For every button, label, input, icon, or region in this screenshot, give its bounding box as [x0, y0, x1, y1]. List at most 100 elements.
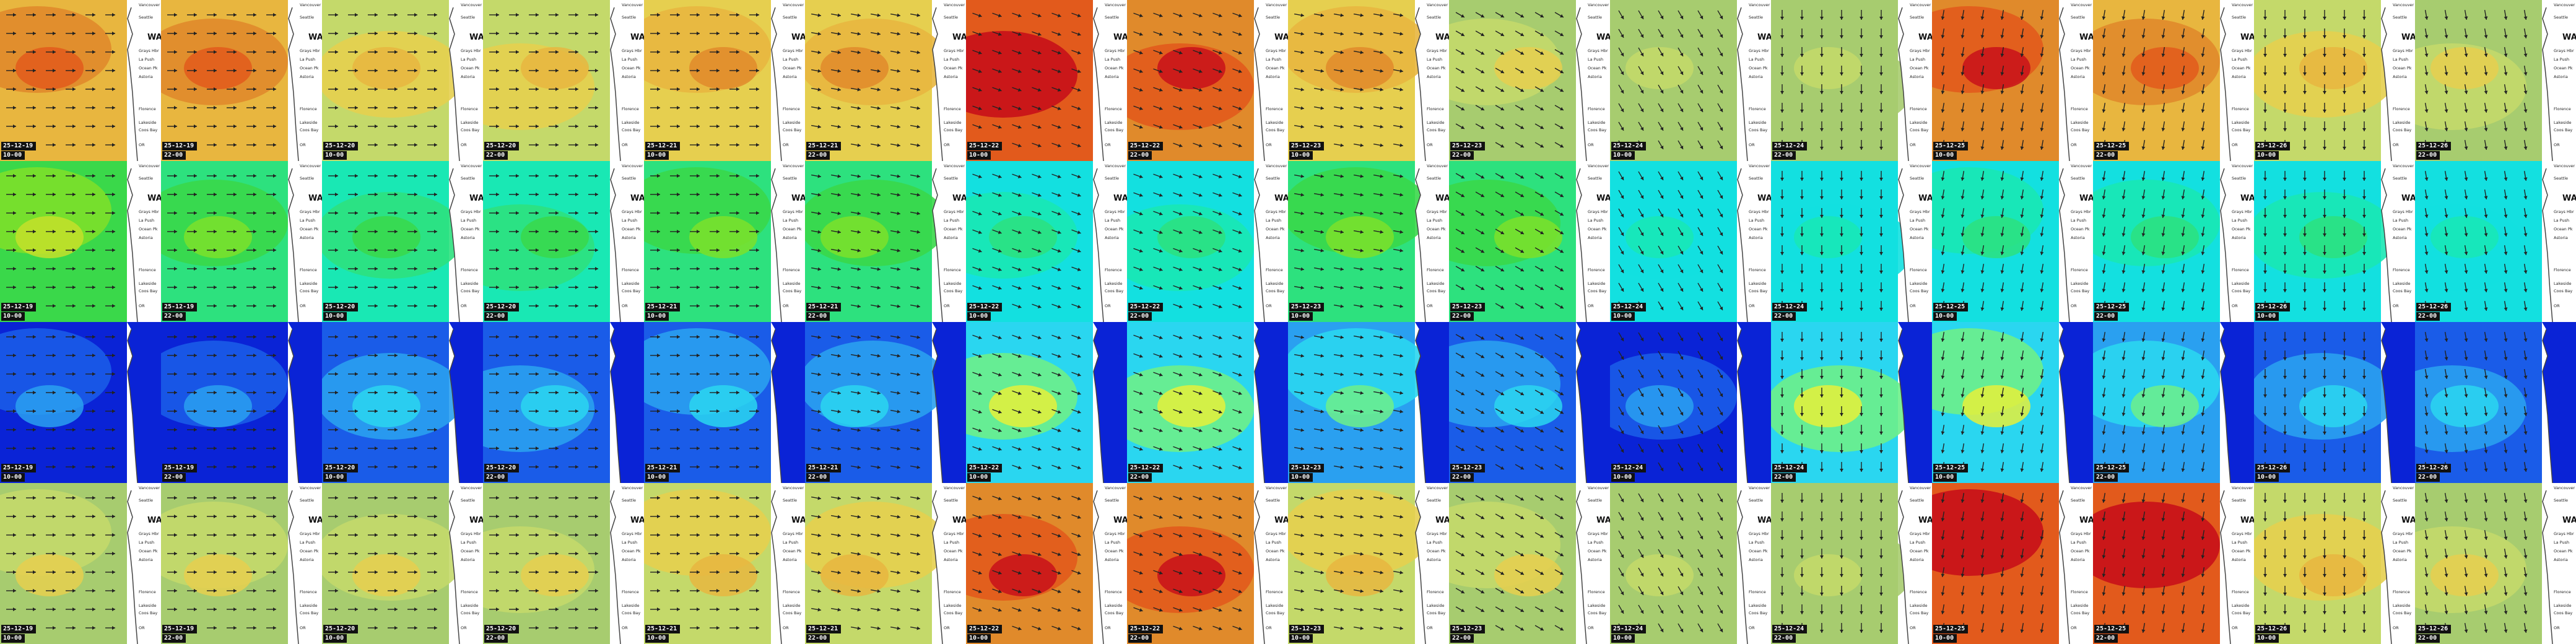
forecast-tile-swell-height: WA Vancouver Seattle Grays Hbr La Push Ocean …: [2254, 483, 2415, 644]
direction-arrow: [1717, 332, 1723, 342]
direction-arrow: [1133, 173, 1143, 178]
direction-arrow: [1232, 588, 1242, 593]
place-label: Seattle: [622, 15, 636, 20]
place-label: Ocean Pk: [2554, 227, 2573, 232]
direction-arrow: [227, 391, 237, 394]
direction-arrow: [1780, 567, 1784, 577]
direction-arrow: [2283, 604, 2287, 614]
direction-arrow: [2523, 9, 2528, 20]
direction-arrow: [650, 174, 660, 178]
direction-arrow: [910, 589, 921, 593]
direction-arrow: [85, 285, 95, 289]
direction-arrow: [85, 552, 95, 555]
direction-arrow: [1212, 495, 1222, 500]
direction-arrow: [2484, 567, 2488, 578]
place-label: La Push: [622, 218, 637, 223]
direction-arrow: [1212, 68, 1222, 73]
direction-arrow: [1032, 266, 1042, 271]
place-label: Florence: [139, 268, 156, 272]
place-label: Vancouver: [1105, 163, 1126, 168]
place-label: Lakeside: [2554, 120, 2571, 125]
forecast-time: 10-00: [1611, 312, 1635, 321]
direction-arrow: [2020, 226, 2024, 237]
direction-arrow: [972, 588, 982, 593]
direction-arrow: [1980, 548, 1985, 559]
direction-arrow: [1840, 462, 1843, 472]
direction-arrow: [2504, 492, 2508, 503]
direction-arrow: [1960, 548, 1965, 559]
direction-arrow: [992, 588, 1002, 593]
direction-arrow: [1638, 189, 1644, 199]
place-label: Astoria: [2232, 74, 2246, 79]
forecast-tile-wave-height: WA Vancouver Seattle Grays Hbr La Push Ocean …: [483, 0, 644, 161]
direction-arrow: [1860, 47, 1863, 57]
direction-arrow: [2121, 189, 2126, 200]
direction-arrow: [2504, 9, 2508, 20]
direction-arrow: [910, 50, 921, 54]
place-label: Florence: [1588, 590, 1605, 594]
direction-arrow: [2040, 443, 2044, 454]
direction-arrow: [588, 570, 598, 574]
intensity-core: [1157, 216, 1225, 258]
direction-arrow: [1393, 304, 1404, 308]
direction-arrow: [568, 32, 578, 35]
direction-arrow: [1879, 301, 1883, 311]
direction-arrow: [167, 607, 177, 611]
direction-arrow: [2504, 567, 2508, 578]
direction-arrow: [207, 106, 217, 110]
place-label: Lakeside: [1266, 281, 1283, 286]
place-label: Florence: [2393, 107, 2410, 111]
direction-arrow: [266, 193, 276, 196]
direction-arrow: [1173, 211, 1183, 215]
direction-arrow: [1860, 121, 1863, 131]
direction-arrow: [246, 409, 256, 413]
direction-arrow: [6, 87, 16, 91]
direction-arrow: [328, 515, 338, 518]
direction-arrow: [749, 496, 759, 500]
direction-arrow: [2201, 331, 2205, 342]
direction-arrow: [1475, 123, 1485, 129]
state-label: WA: [791, 516, 805, 525]
direction-arrow: [2464, 282, 2468, 293]
direction-arrow: [1980, 9, 1985, 20]
direction-arrow: [1780, 245, 1784, 255]
direction-arrow: [992, 446, 1002, 451]
direction-arrow: [870, 607, 881, 612]
direction-arrow: [368, 50, 378, 54]
direction-arrow: [2040, 226, 2044, 237]
place-label: La Push: [461, 540, 476, 545]
direction-arrow: [992, 533, 1002, 537]
place-label: OR: [944, 625, 950, 630]
direction-arrow: [105, 446, 115, 450]
direction-arrow: [1333, 124, 1344, 129]
direction-arrow: [972, 533, 982, 537]
direction-arrow: [1515, 532, 1525, 538]
direction-arrow: [2181, 406, 2185, 417]
place-label: Florence: [1427, 268, 1444, 272]
direction-arrow: [348, 446, 358, 450]
place-label: Seattle: [1105, 176, 1119, 181]
direction-arrow: [1658, 332, 1664, 342]
direction-arrow: [588, 446, 598, 450]
place-label: Vancouver: [944, 163, 965, 168]
place-label: Vancouver: [1266, 2, 1287, 7]
direction-arrow: [187, 32, 197, 35]
direction-arrow: [1212, 142, 1222, 147]
direction-arrow: [1800, 530, 1804, 540]
direction-arrow: [2362, 332, 2366, 342]
direction-arrow: [830, 124, 842, 129]
place-label: Grays Hbr: [461, 209, 481, 214]
direction-arrow: [992, 372, 1002, 376]
intensity-core: [352, 47, 420, 89]
direction-arrow: [1012, 192, 1022, 197]
direction-arrow: [1212, 87, 1222, 92]
direction-arrow: [830, 13, 842, 17]
direction-arrow: [529, 50, 539, 54]
direction-arrow: [529, 626, 539, 630]
direction-arrow: [710, 124, 720, 128]
direction-arrow: [2303, 66, 2307, 76]
direction-arrow: [830, 32, 842, 36]
direction-arrow: [2523, 387, 2528, 398]
direction-arrow: [830, 607, 842, 612]
